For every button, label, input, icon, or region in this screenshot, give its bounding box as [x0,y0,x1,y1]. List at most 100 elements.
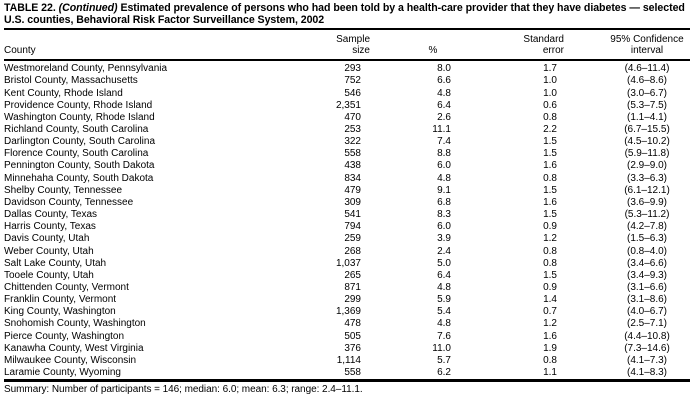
cell-sample_size: 478 [344,318,361,330]
cell-county: Dallas County, Texas [4,209,98,221]
cell-standard_error: 0.8 [543,257,557,269]
cell-county: Snohomish County, Washington [4,318,146,330]
cell-sample_size: 293 [344,63,361,75]
table-row: Washington County, Rhode Island 470 2.6 0.8… [4,112,690,124]
cell-standard_error: 0.8 [543,354,557,366]
cell-percent: 2.6 [437,111,451,123]
cell-standard_error: 1.6 [543,196,557,208]
cell-standard_error: 1.0 [543,75,557,87]
cell-percent: 11.1 [432,123,451,135]
cell-county: Davis County, Utah [4,233,90,245]
cell-percent: 4.8 [437,87,451,99]
cell-sample_size: 1,037 [335,257,361,269]
cell-percent: 5.4 [437,306,451,318]
cell-sample_size: 253 [344,123,361,135]
prevalence-table: County Sample size % Standard error 95% … [4,30,690,382]
cell-sample_size: 834 [344,172,361,184]
cell-sample_size: 558 [344,367,361,379]
cell-county: Bristol County, Massachusetts [4,75,138,87]
cell-percent: 6.6 [437,75,451,87]
table-row: Laramie County, Wyoming 558 6.2 1.1 (4.1–8.3… [4,367,690,381]
cell-standard_error: 1.1 [543,367,557,379]
cell-confidence_interval: (5.3–11.2) [624,209,670,221]
cell-sample_size: 479 [344,184,361,196]
cell-county: Harris County, Texas [4,221,96,233]
cell-standard_error: 0.6 [543,99,557,111]
cell-county: Chittenden County, Vermont [4,282,129,293]
cell-county: Darlington County, South Carolina [4,136,156,148]
cell-percent: 7.6 [437,330,451,342]
cell-confidence_interval: (2.5–7.1) [626,318,668,330]
cell-confidence_interval: (6.7–15.5) [624,123,670,135]
cell-standard_error: 1.5 [543,148,557,160]
cell-percent: 6.0 [437,160,451,172]
cell-county: Franklin County, Vermont [4,294,117,306]
cell-county: Pierce County, Washington [4,330,125,342]
cell-sample_size: 1,114 [336,354,361,366]
cell-sample_size: 871 [344,282,361,293]
cell-standard_error: 1.4 [543,294,557,306]
cell-confidence_interval: (3.1–8.6) [626,294,668,306]
cell-confidence_interval: (1.5–6.3) [626,233,668,245]
cell-county: Salt Lake County, Utah [4,257,107,269]
cell-standard_error: 1.5 [543,269,557,281]
cell-percent: 6.4 [437,269,451,281]
column-header-standard-error: Standard error [468,30,566,62]
cell-county: Shelby County, Tennessee [4,184,123,196]
cell-sample_size: 470 [344,111,361,123]
column-header-confidence-interval: 95% Confidence interval [566,30,690,62]
cell-confidence_interval: (3.0–6.7) [626,87,668,99]
cell-standard_error: 0.7 [543,306,557,318]
table-header: County Sample size % Standard error 95% … [4,30,690,62]
cell-sample_size: 265 [344,269,361,281]
cell-standard_error: 1.7 [543,63,557,75]
cell-percent: 6.0 [437,221,451,233]
cell-confidence_interval: (3.1–6.6) [626,282,668,293]
cell-confidence_interval: (5.3–7.5) [626,99,668,111]
table-row: King County, Washington 1,369 5.4 0.7 (4.0–6… [4,306,690,318]
table-row: Westmoreland County, Pennsylvania 293 8.0 1… [4,60,690,75]
cell-confidence_interval: (0.8–4.0) [626,245,668,257]
cell-standard_error: 1.6 [543,160,557,172]
summary-note: Summary: Number of participants = 146; m… [4,384,363,396]
cell-confidence_interval: (4.6–8.6) [626,75,668,87]
cell-confidence_interval: (6.1–12.1) [624,184,670,196]
cell-confidence_interval: (4.2–7.8) [626,221,668,233]
cell-standard_error: 1.6 [543,330,557,342]
cell-percent: 7.4 [437,136,451,148]
cell-percent: 6.4 [437,99,451,111]
table-row: Florence County, South Carolina 558 8.8 1.5… [4,148,690,160]
cell-confidence_interval: (3.6–9.9) [626,196,668,208]
cell-percent: 8.0 [437,63,451,75]
cell-standard_error: 0.8 [543,245,557,257]
cell-sample_size: 752 [344,75,361,87]
column-header-sample-size: Sample size [274,30,378,62]
table-row: Richland County, South Carolina 253 11.1 2.… [4,124,690,136]
table-row: Tooele County, Utah 265 6.4 1.5 (3.4–9.3) [4,270,690,282]
title-text-line1: Estimated prevalence of persons who had … [120,2,640,14]
cell-standard_error: 0.9 [543,282,557,293]
cell-sample_size: 546 [344,87,361,99]
cell-sample_size: 541 [344,209,361,221]
table-row: Pennington County, South Dakota 438 6.0 1.6… [4,160,690,172]
cell-county: King County, Washington [4,306,116,318]
cell-standard_error: 1.2 [543,318,557,330]
cell-sample_size: 322 [344,136,361,148]
cell-county: Weber County, Utah [4,245,94,257]
cell-county: Minnehaha County, South Dakota [4,172,154,184]
cell-percent: 5.0 [437,257,451,269]
cell-standard_error: 0.8 [543,111,557,123]
table-row: Dallas County, Texas 541 8.3 1.5 (5.3–11.2) [4,209,690,221]
table-row: Franklin County, Vermont 299 5.9 1.4 (3.1–8.… [4,294,690,306]
cell-county: Milwaukee County, Wisconsin [4,354,137,366]
cell-standard_error: 1.5 [543,209,557,221]
cell-county: Kent County, Rhode Island [4,87,123,99]
cell-county: Tooele County, Utah [4,269,94,281]
cell-percent: 2.4 [437,245,451,257]
cell-confidence_interval: (3.4–9.3) [626,269,668,281]
cell-confidence_interval: (3.3–6.3) [626,172,668,184]
table-row: Milwaukee County, Wisconsin 1,114 5.7 0.8 (4… [4,355,690,367]
table-number: TABLE 22. [4,2,56,14]
cell-confidence_interval: (4.0–6.7) [626,306,668,318]
table-row: Kanawha County, West Virginia 376 11.0 1.9 (… [4,343,690,355]
